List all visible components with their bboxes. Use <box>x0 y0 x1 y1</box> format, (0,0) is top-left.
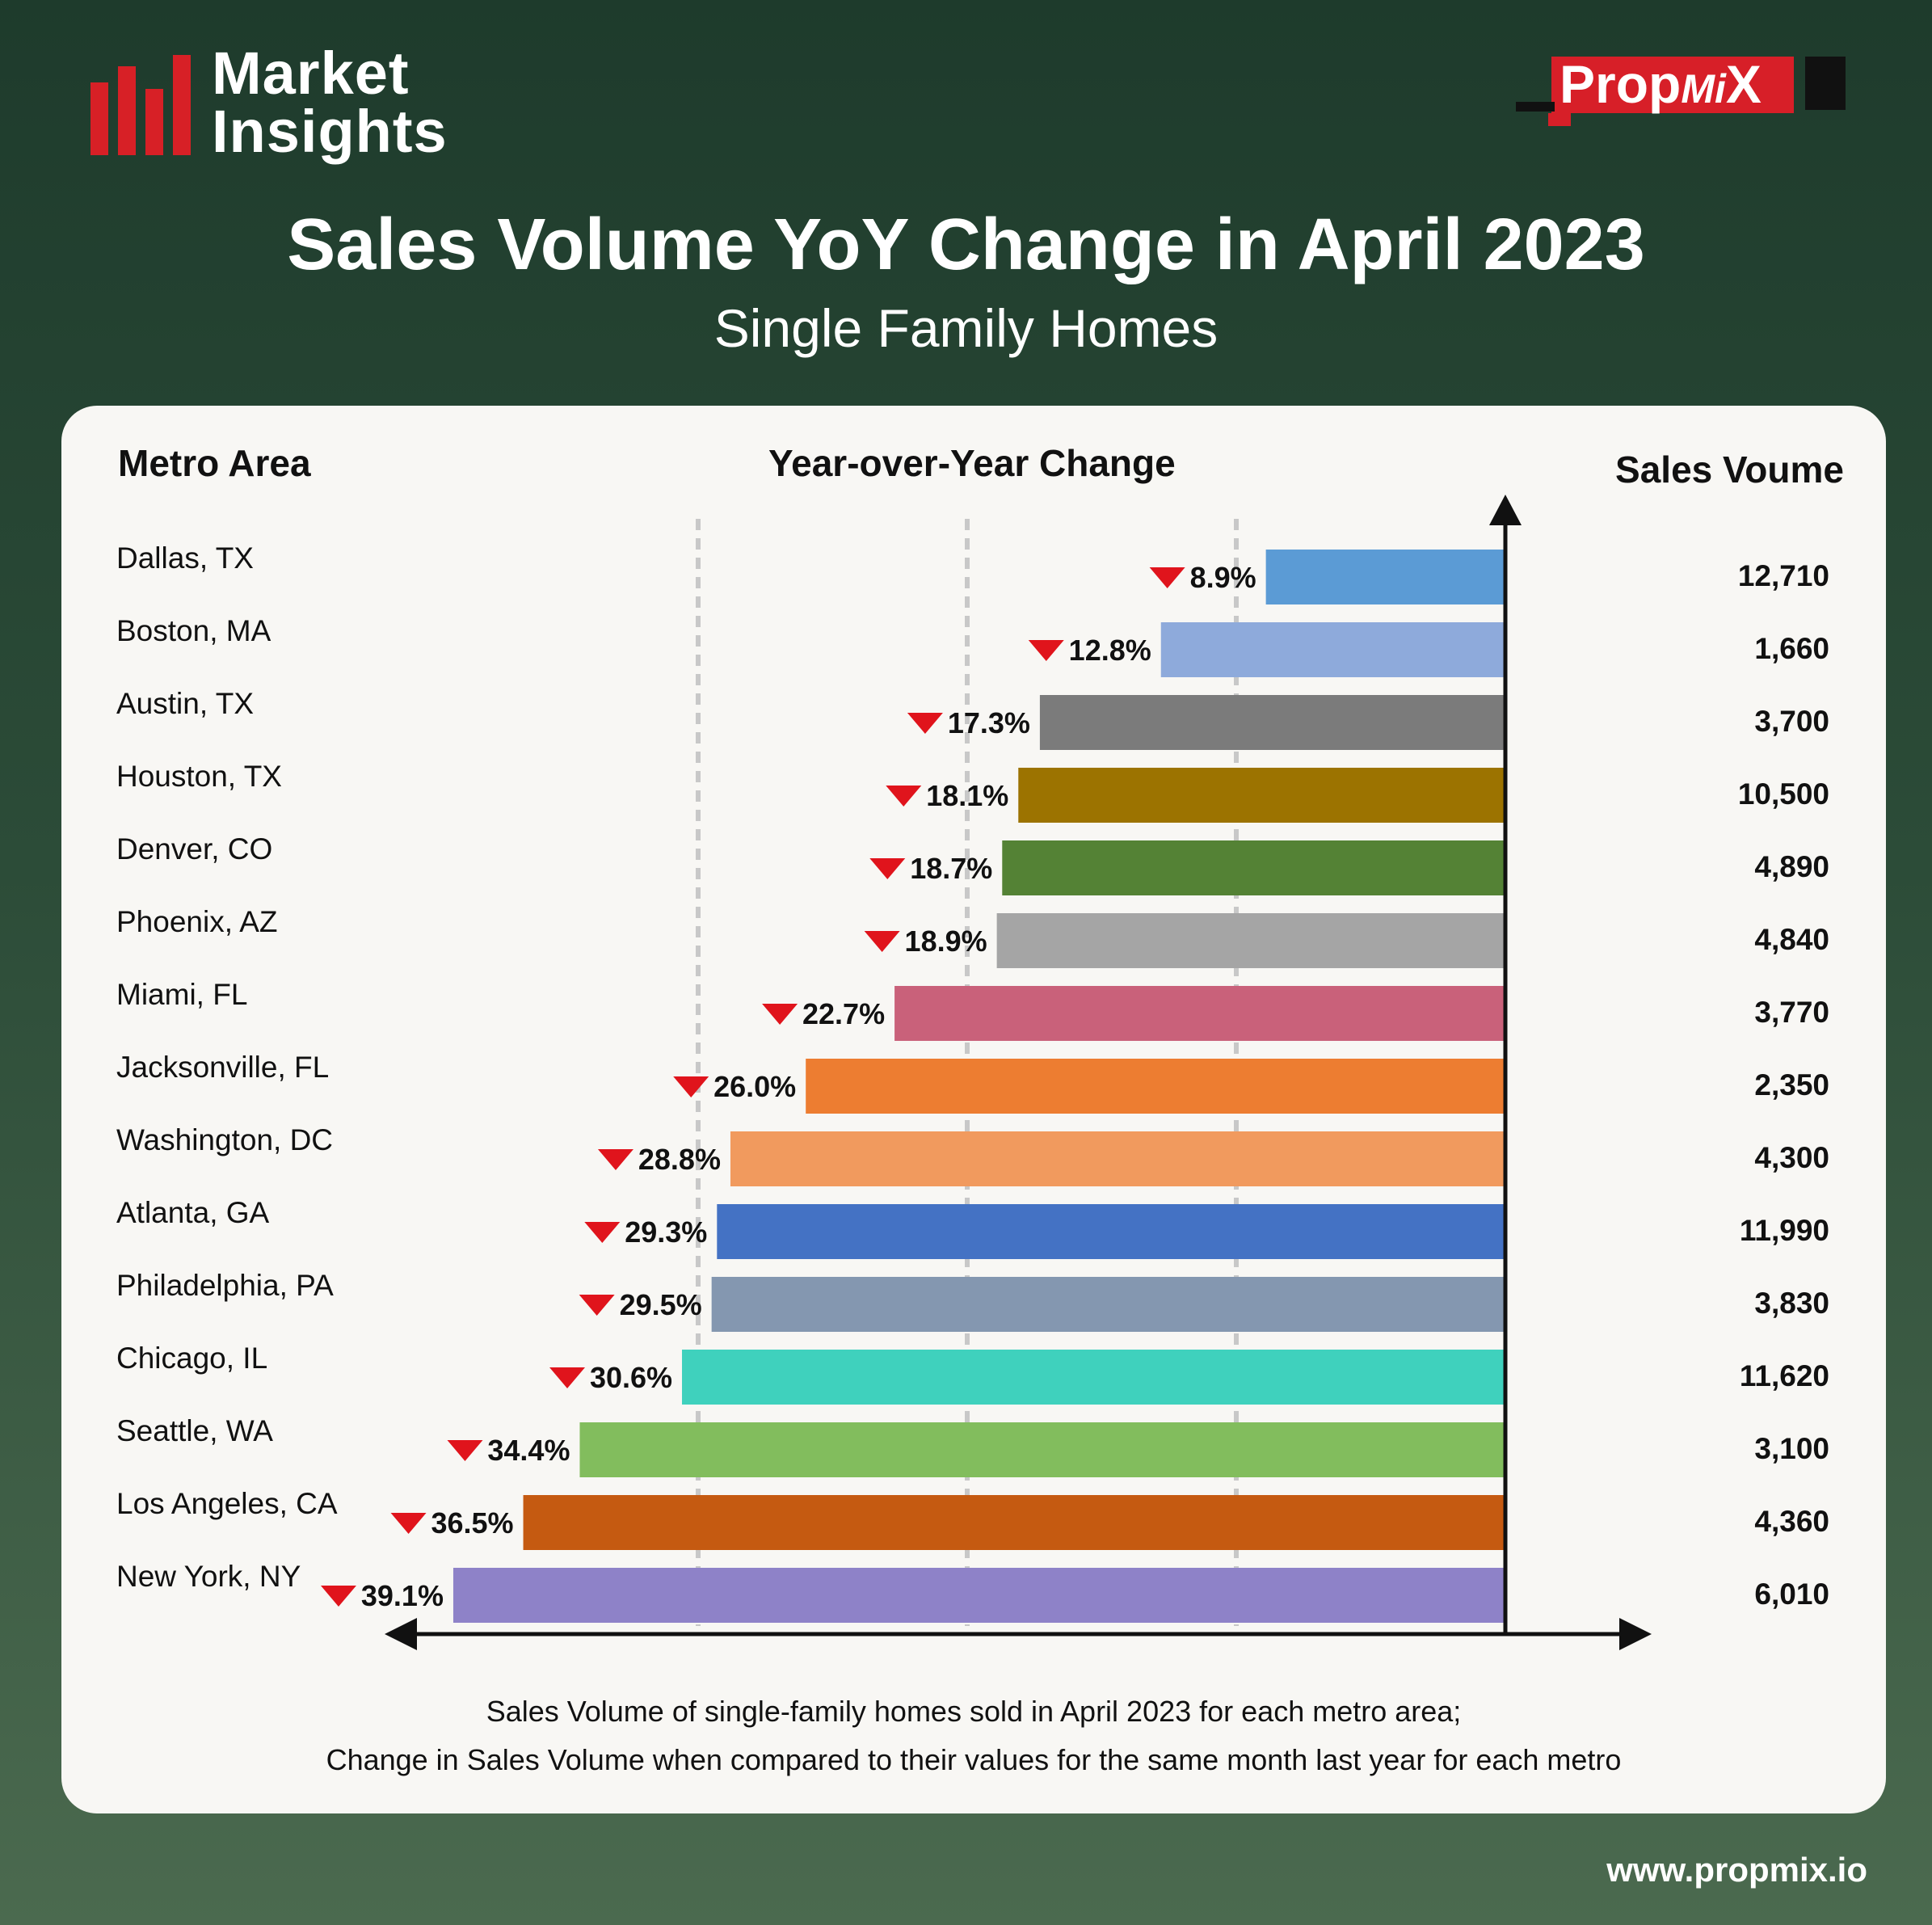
down-arrow-icon <box>579 1295 615 1316</box>
data-label-8: 28.8% <box>638 1143 721 1176</box>
bar-4 <box>1002 840 1505 895</box>
sales-volume-1: 1,660 <box>1754 632 1829 665</box>
down-arrow-icon <box>549 1367 586 1388</box>
brand-name: Market Insights <box>212 40 448 165</box>
bar-9 <box>717 1204 1505 1259</box>
metro-name-7: Jacksonville, FL <box>116 1051 330 1084</box>
right-arrow-icon <box>1619 1618 1652 1650</box>
down-arrow-icon <box>584 1222 621 1243</box>
sales-volume-11: 11,620 <box>1739 1359 1829 1392</box>
sales-volume-9: 11,990 <box>1739 1214 1829 1247</box>
down-arrow-icon <box>320 1586 356 1607</box>
bar-12 <box>579 1422 1505 1477</box>
sales-volume-header: Sales Voume <box>1615 449 1844 491</box>
left-arrow-icon <box>385 1618 417 1650</box>
metro-name-5: Phoenix, AZ <box>116 905 278 938</box>
metro-area-header: Metro Area <box>118 442 311 484</box>
sales-volume-3: 10,500 <box>1737 777 1829 811</box>
bar-14 <box>452 1568 1505 1623</box>
bar-0 <box>1265 550 1505 604</box>
data-label-10: 29.5% <box>620 1288 702 1321</box>
sales-volume-12: 3,100 <box>1754 1432 1829 1465</box>
metro-name-4: Denver, CO <box>116 832 273 866</box>
bar-10 <box>711 1277 1505 1332</box>
down-arrow-icon <box>886 786 922 807</box>
footnote-line-2: Change in Sales Volume when compared to … <box>326 1743 1622 1776</box>
data-label-4: 18.7% <box>910 852 992 885</box>
metro-name-14: New York, NY <box>116 1560 301 1593</box>
down-arrow-icon <box>864 931 900 952</box>
bar-7 <box>806 1059 1505 1114</box>
bar-2 <box>1039 695 1505 750</box>
sales-volume-4: 4,890 <box>1754 850 1829 883</box>
footnote-line-1: Sales Volume of single-family homes sold… <box>486 1695 1462 1728</box>
sales-volume-2: 3,700 <box>1754 705 1829 738</box>
sales-volume-6: 3,770 <box>1754 996 1829 1029</box>
data-label-3: 18.1% <box>926 779 1008 812</box>
sales-volume-0: 12,710 <box>1737 559 1829 592</box>
bar-8 <box>730 1131 1505 1186</box>
brand-line-1: Market <box>212 40 410 107</box>
down-arrow-icon <box>907 713 943 734</box>
data-label-12: 34.4% <box>487 1434 570 1467</box>
brand-line-2: Insights <box>212 98 448 165</box>
sales-volume-8: 4,300 <box>1754 1141 1829 1174</box>
data-label-11: 30.6% <box>590 1361 672 1394</box>
market-insights-logo: Market Insights <box>90 40 448 165</box>
bar-11 <box>682 1350 1505 1405</box>
metro-name-0: Dallas, TX <box>116 541 254 575</box>
metro-name-13: Los Angeles, CA <box>116 1487 338 1520</box>
yoy-change-header: Year-over-Year Change <box>768 442 1176 484</box>
data-label-9: 29.3% <box>625 1215 707 1249</box>
metro-name-10: Philadelphia, PA <box>116 1269 334 1302</box>
down-arrow-icon <box>1149 567 1185 588</box>
propmix-logo: PropMiX <box>1516 54 1846 126</box>
data-label-2: 17.3% <box>948 706 1030 739</box>
data-label-5: 18.9% <box>905 925 987 958</box>
sales-volume-13: 4,360 <box>1754 1505 1829 1538</box>
metro-name-12: Seattle, WA <box>116 1414 273 1447</box>
down-arrow-icon <box>390 1513 427 1534</box>
metro-name-6: Miami, FL <box>116 978 248 1011</box>
down-arrow-icon <box>869 858 906 879</box>
down-arrow-icon <box>762 1004 798 1025</box>
data-label-1: 12.8% <box>1069 634 1151 667</box>
bar-6 <box>894 986 1505 1041</box>
bar-5 <box>996 913 1505 968</box>
bar-chart-icon <box>90 50 191 155</box>
data-label-13: 36.5% <box>431 1506 513 1540</box>
chart-panel: Metro Area Year-over-Year Change Sales V… <box>61 406 1886 1813</box>
chart-title: Sales Volume YoY Change in April 2023 <box>287 204 1645 285</box>
down-arrow-icon <box>447 1440 483 1461</box>
data-label-0: 8.9% <box>1190 561 1256 594</box>
metro-name-2: Austin, TX <box>116 687 255 720</box>
bar-3 <box>1018 768 1505 823</box>
sales-volume-7: 2,350 <box>1754 1068 1829 1102</box>
chart-subtitle: Single Family Homes <box>713 298 1219 358</box>
metro-name-9: Atlanta, GA <box>116 1196 270 1229</box>
bar-plot: 8.9% 12.8% 17.3% 18.1% 18.7% 18.9% 22.7% 26.0% 2… <box>320 495 1652 1650</box>
website-url[interactable]: www.propmix.io <box>1606 1851 1867 1889</box>
bar-1 <box>1160 622 1505 677</box>
bar-13 <box>523 1495 1505 1550</box>
up-arrow-icon <box>1489 495 1522 525</box>
data-label-7: 26.0% <box>713 1070 796 1103</box>
data-label-6: 22.7% <box>802 997 885 1030</box>
sales-volume-14: 6,010 <box>1754 1577 1829 1611</box>
metro-name-8: Washington, DC <box>116 1123 334 1156</box>
down-arrow-icon <box>597 1149 633 1170</box>
down-arrow-icon <box>673 1076 709 1097</box>
metro-name-11: Chicago, IL <box>116 1342 268 1375</box>
metro-name-3: Houston, TX <box>116 760 282 793</box>
sales-volume-5: 4,840 <box>1754 923 1829 956</box>
metro-name-1: Boston, MA <box>116 614 271 647</box>
sales-volume-10: 3,830 <box>1754 1287 1829 1320</box>
data-label-14: 39.1% <box>361 1579 444 1612</box>
down-arrow-icon <box>1028 640 1064 661</box>
